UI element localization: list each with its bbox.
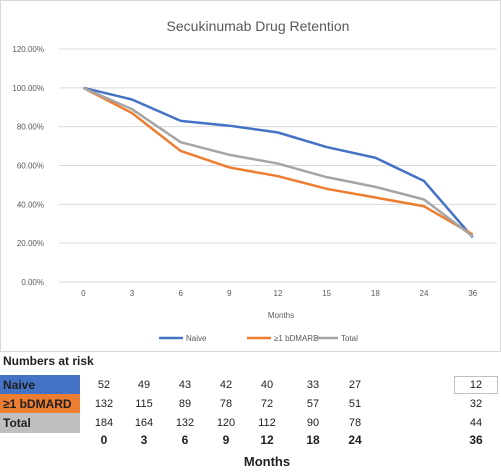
x-tick-label: 3	[130, 289, 135, 298]
risk-cell: 27	[348, 379, 362, 391]
retention-chart: Secukinumab Drug Retention 0.00% 20.00% 40…	[12, 18, 497, 343]
risk-month-label: 0	[100, 433, 108, 447]
y-tick-label: 20.00%	[17, 239, 44, 248]
risk-cell: 132	[175, 417, 195, 429]
legend: Naive ≥1 bDMARD Total	[159, 334, 358, 343]
risk-table-months-label: Months	[243, 454, 291, 469]
risk-cell: 32	[469, 398, 483, 410]
risk-cell: 78	[348, 417, 362, 429]
legend-label: Total	[341, 334, 358, 343]
risk-cell: 112	[258, 417, 276, 429]
risk-cell: 120	[216, 417, 236, 429]
x-tick-label: 18	[371, 289, 380, 298]
risk-month-label: 9	[222, 433, 230, 447]
risk-cell: 184	[94, 417, 114, 429]
x-tick-label: 36	[468, 289, 477, 298]
legend-label: Naive	[186, 334, 207, 343]
risk-cell: 33	[306, 379, 320, 391]
risk-cell: 44	[469, 417, 483, 429]
x-axis-title: Months	[268, 311, 294, 320]
y-tick-label: 0.00%	[21, 278, 44, 287]
risk-cell: 90	[306, 417, 320, 429]
risk-row-label: Naive	[0, 375, 80, 395]
risk-cell: 57	[306, 398, 320, 410]
risk-month-label: 6	[181, 433, 189, 447]
x-tick-label: 0	[81, 289, 86, 298]
y-tick-label: 100.00%	[12, 84, 44, 93]
risk-cell: 164	[134, 417, 154, 429]
y-tick-label: 40.00%	[17, 200, 44, 209]
risk-month-label: 12	[260, 433, 274, 447]
y-tick-label: 80.00%	[17, 123, 44, 132]
risk-row-label: Total	[0, 413, 80, 433]
series-line	[83, 86, 474, 239]
risk-row: ≥1 bDMARD 132 115 89 78 72 57 51 32	[0, 394, 501, 414]
risk-cell: 49	[137, 379, 151, 391]
risk-cell: 89	[178, 398, 192, 410]
risk-cell: 132	[94, 398, 114, 410]
risk-month-label: 36	[469, 433, 483, 447]
y-tick-label: 60.00%	[17, 162, 44, 171]
risk-month-label: 18	[306, 433, 320, 447]
x-tick-label: 15	[322, 289, 331, 298]
x-tick-label: 24	[420, 289, 429, 298]
chart-title: Secukinumab Drug Retention	[167, 18, 350, 34]
legend-label: ≥1 bDMARD	[274, 334, 319, 343]
risk-row: Total 184 164 132 120 112 90 78 44	[0, 413, 501, 433]
risk-table: Numbers at risk Naive 52 49 43 42 40 33 27 12 ≥1 …	[0, 352, 501, 474]
x-tick-label: 6	[178, 289, 183, 298]
risk-cell: 78	[219, 398, 233, 410]
x-tick-label: 9	[227, 289, 232, 298]
risk-row-label: ≥1 bDMARD	[0, 394, 80, 414]
risk-cell: 52	[97, 379, 111, 391]
y-tick-label: 120.00%	[12, 45, 44, 54]
risk-month-label: 3	[140, 433, 148, 447]
series-line	[82, 86, 474, 236]
risk-cell: 51	[348, 398, 362, 410]
risk-row: Naive 52 49 43 42 40 33 27 12	[0, 375, 501, 395]
risk-cell: 115	[135, 398, 153, 410]
risk-cell: 72	[260, 398, 274, 410]
cell-border	[454, 376, 498, 394]
x-tick-label: 12	[274, 289, 283, 298]
risk-cell: 42	[219, 379, 233, 391]
series-line	[82, 86, 474, 238]
chart-area: Secukinumab Drug Retention 0.00% 20.00% 40…	[0, 0, 501, 352]
risk-cell: 40	[260, 379, 274, 391]
risk-cell: 12	[469, 379, 483, 391]
risk-table-title: Numbers at risk	[3, 354, 94, 368]
risk-cell: 43	[178, 379, 192, 391]
risk-month-label: 24	[348, 433, 362, 447]
